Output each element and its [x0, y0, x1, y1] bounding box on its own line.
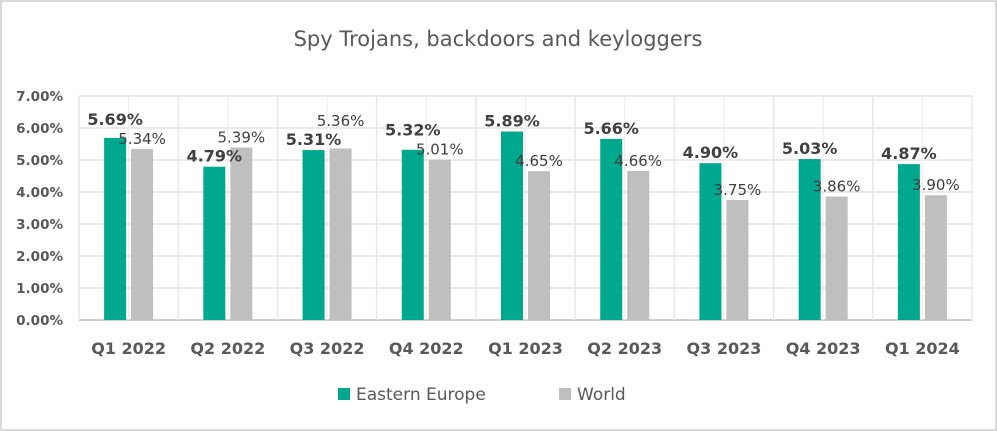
x-tick-label: Q4 2023	[786, 339, 861, 358]
x-tick-label: Q1 2023	[488, 339, 563, 358]
legend-swatch-eastern-europe	[338, 388, 350, 400]
x-tick-label: Q2 2023	[587, 339, 662, 358]
bar-world	[726, 200, 749, 320]
y-tick-label: 7.00%	[16, 89, 63, 105]
data-label-world: 3.75%	[714, 181, 762, 199]
x-tick-label: Q4 2022	[389, 339, 464, 358]
bar-world	[428, 159, 451, 320]
data-label-eastern-europe: 5.89%	[484, 112, 540, 131]
y-tick-label: 1.00%	[16, 281, 63, 297]
y-tick-label: 2.00%	[16, 249, 63, 265]
bar-world	[924, 195, 947, 320]
data-label-world: 5.39%	[218, 129, 266, 147]
x-tick-label: Q1 2024	[885, 339, 960, 358]
legend-label-eastern-europe: Eastern Europe	[356, 385, 486, 405]
data-label-world: 5.01%	[416, 141, 464, 159]
data-label-eastern-europe: 4.79%	[187, 147, 243, 166]
x-tick-label: Q1 2022	[91, 339, 166, 358]
gridlines	[78, 95, 973, 321]
bar-eastern-europe	[401, 149, 424, 320]
bar-eastern-europe	[203, 166, 226, 320]
chart-title: Spy Trojans, backdoors and keyloggers	[294, 27, 703, 51]
legend: Eastern Europe World	[338, 385, 626, 405]
bar-world	[528, 171, 550, 320]
y-tick-label: 4.00%	[16, 185, 63, 201]
data-labels: 5.69%5.34% 4.79%5.39% 5.31%5.36% 5.32%5.01%…	[87, 110, 959, 199]
x-tick-label: Q2 2022	[190, 339, 265, 358]
data-label-world: 5.34%	[118, 130, 166, 148]
data-label-world: 4.66%	[614, 152, 662, 170]
y-axis: 0.00% 1.00% 2.00% 3.00% 4.00% 5.00% 6.00% 7.00%	[16, 89, 63, 329]
bar-eastern-europe	[798, 159, 821, 320]
data-label-eastern-europe: 4.87%	[881, 144, 937, 163]
bar-eastern-europe	[699, 163, 722, 320]
bar-world	[329, 148, 352, 320]
bar-eastern-europe	[302, 150, 325, 320]
bar-world	[230, 147, 253, 320]
x-axis: Q1 2022 Q2 2022 Q3 2022 Q4 2022 Q1 2023 Q2 20…	[91, 339, 960, 358]
y-tick-label: 6.00%	[16, 121, 63, 137]
data-label-eastern-europe: 5.66%	[583, 119, 639, 138]
x-tick-label: Q3 2022	[290, 339, 365, 358]
bar-world	[627, 170, 650, 320]
y-tick-label: 5.00%	[16, 153, 63, 169]
data-label-eastern-europe: 5.32%	[385, 121, 441, 140]
data-label-world: 4.65%	[515, 152, 563, 170]
data-label-eastern-europe: 5.31%	[286, 130, 342, 149]
data-label-eastern-europe: 5.03%	[782, 139, 838, 158]
bars	[104, 131, 947, 320]
data-label-world: 3.90%	[912, 176, 960, 194]
bar-eastern-europe	[897, 164, 920, 320]
bar-eastern-europe	[104, 137, 127, 320]
data-label-eastern-europe: 4.90%	[683, 143, 739, 162]
data-label-eastern-europe: 5.69%	[87, 110, 143, 129]
data-label-world: 3.86%	[813, 177, 861, 195]
legend-swatch-world	[559, 388, 571, 400]
legend-label-world: World	[577, 385, 626, 405]
y-tick-label: 0.00%	[16, 313, 63, 329]
bar-world	[825, 196, 848, 320]
x-tick-label: Q3 2023	[687, 339, 762, 358]
bar-eastern-europe	[501, 131, 523, 320]
data-label-world: 5.36%	[317, 112, 365, 130]
bar-eastern-europe	[600, 138, 623, 320]
bar-world	[131, 149, 154, 320]
y-tick-label: 3.00%	[16, 217, 63, 233]
